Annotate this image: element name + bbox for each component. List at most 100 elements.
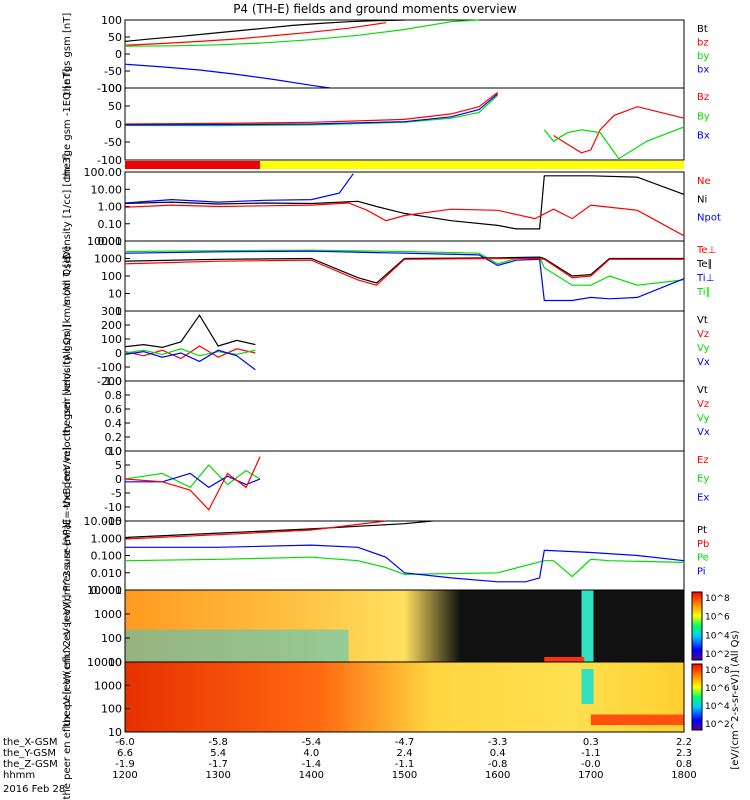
bottom-value: -1.9 <box>115 759 135 770</box>
legend-entry: Vz <box>697 399 709 410</box>
legend-entry: Vz <box>697 329 709 340</box>
series-line-Te∥ <box>124 256 684 284</box>
time-tick-label: 1300 <box>205 770 230 781</box>
colorbar-tick-label: 10^2 <box>705 720 730 730</box>
legend-entry: Vt <box>697 385 708 396</box>
bottom-value: 6.6 <box>117 748 133 759</box>
y-tick-label: 10.000 <box>84 515 123 528</box>
series-line-Ti⊥ <box>124 250 685 302</box>
colorbar-tick-label: 10^6 <box>705 613 730 623</box>
y-tick-label: -5 <box>111 487 122 500</box>
legend-entry: Pe <box>697 553 709 564</box>
series-line-By <box>543 126 685 160</box>
series-line-Pb <box>124 520 386 540</box>
panel-fge: 100 50 0 -50 -100 the fge gsm -1EQ [nT] <box>62 68 685 179</box>
bottom-value: 0.8 <box>676 759 692 770</box>
colorbar-tick-label: 10^6 <box>705 684 730 694</box>
series-line-Npot <box>124 173 354 204</box>
colorbar <box>691 591 703 661</box>
y-tick-label: 0.6 <box>105 403 123 416</box>
series-line-Bx <box>124 93 499 126</box>
y-tick-label: 100 <box>101 703 122 716</box>
bottom-value: 0.3 <box>583 737 599 748</box>
panel-temp: 10000 1000 100 10 1 mom T [eV] <box>62 235 685 318</box>
bottom-row-label: the_Y-GSM <box>3 748 56 759</box>
y-tick-label: 300 <box>101 305 122 318</box>
bottom-row-label: the_Z-GSM <box>3 759 58 770</box>
bottom-value: -4.7 <box>395 737 415 748</box>
y-tick-label: 10 <box>108 656 122 669</box>
time-tick-label: 1800 <box>671 770 696 781</box>
y-tick-label: 10000 <box>87 235 122 248</box>
series-line-Vy <box>124 348 256 357</box>
series-line-Ne <box>124 202 685 237</box>
y-tick-label: 0 <box>115 118 122 131</box>
y-tick-label: 1.0 <box>105 375 123 388</box>
legend-entry: Te∥ <box>696 259 713 270</box>
series-line-Bz <box>124 91 499 125</box>
bottom-value: -3.3 <box>488 737 508 748</box>
series-line-Pt <box>124 520 433 539</box>
panel-peer_spectrogram: 10^8 10^6 10^4 10^2 10000 1000 100 10 the peer e… <box>62 594 730 799</box>
series-line-Bt <box>124 19 405 42</box>
y-tick-label: 1000 <box>94 608 122 621</box>
y-tick-label: -100 <box>97 154 122 167</box>
legend-entry: Ez <box>697 455 709 466</box>
y-axis-label: Density [1/cc] [cm-3] <box>62 153 73 259</box>
legend-entry: Ey <box>697 474 709 485</box>
y-tick-label: 10.00 <box>91 183 123 196</box>
series-line-Vx <box>124 349 256 371</box>
time-tick-label: 1700 <box>578 770 603 781</box>
spectrogram-column <box>581 669 594 704</box>
y-tick-label: 0.0 <box>105 445 123 458</box>
legend-entry: Pi <box>697 566 706 577</box>
y-tick-label: 0.100 <box>91 550 123 563</box>
y-tick-label: -10 <box>104 501 122 514</box>
panel-frame <box>124 661 685 733</box>
spectrogram-low-energy-band <box>125 629 349 662</box>
y-tick-label: 0.01 <box>98 235 123 248</box>
colorbar-tick-label: 10^4 <box>705 631 730 641</box>
bottom-value: 5.4 <box>210 748 226 759</box>
bottom-value: 2.2 <box>676 737 692 748</box>
time-tick-label: 1400 <box>299 770 324 781</box>
legend-entry: bz <box>697 38 709 49</box>
legend-entry: Ex <box>697 492 709 503</box>
bottom-value: -0.0 <box>581 759 601 770</box>
legend-entry: Vx <box>697 427 710 438</box>
y-tick-label: 50 <box>108 31 122 44</box>
y-tick-label: 10 <box>108 445 122 458</box>
y-axis-label: the peer velocity gsm [km/s (All Qs)] <box>62 324 73 508</box>
y-tick-label: -50 <box>104 136 122 149</box>
y-tick-label: 200 <box>101 319 122 332</box>
legend-entry: Bz <box>697 92 709 103</box>
y-tick-label: 100 <box>101 270 122 283</box>
spectrogram-column <box>581 590 594 662</box>
bottom-value: 2.4 <box>397 748 413 759</box>
bottom-value: -1.7 <box>208 759 228 770</box>
bottom-value: 4.0 <box>303 748 319 759</box>
y-tick-label: 10 <box>108 726 122 739</box>
panel-frame <box>124 19 685 89</box>
y-tick-label: 10000 <box>87 584 122 597</box>
colorbar-tick-label: 10^8 <box>705 594 730 604</box>
series-line-Pi <box>125 544 685 583</box>
y-tick-label: 1 <box>115 305 122 318</box>
bottom-value: 0.4 <box>490 748 506 759</box>
panel-fgs: 100 50 0 -50 -100 the fgs gsm [nT] <box>62 13 685 95</box>
y-tick-label: 0 <box>115 473 122 486</box>
legend-entry: Ne <box>697 176 711 187</box>
spectrogram-red-band <box>590 714 684 725</box>
legend-entry: Vy <box>697 413 710 424</box>
legend-entry: By <box>697 111 710 122</box>
panel-peir_spectrogram: 10^8 10^6 10^4 10^2 10000 1000 100 10 the peir e… <box>62 525 730 727</box>
y-axis-label: E=-VxB [mV/m] <box>62 447 73 525</box>
y-tick-label: 0.2 <box>105 431 123 444</box>
panel-frame <box>124 310 685 382</box>
legend-entry: Pb <box>697 539 709 550</box>
series-line-Ez <box>124 456 261 511</box>
series-line-Te⊥ <box>124 257 684 286</box>
y-tick-label: 1000 <box>94 253 122 266</box>
